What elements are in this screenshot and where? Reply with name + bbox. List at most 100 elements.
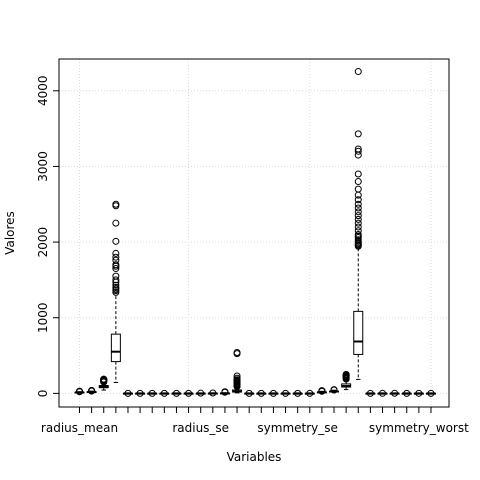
box-fractal-dimension-mean: [183, 389, 194, 397]
y-tick-label: 1000: [36, 302, 50, 333]
box-area-worst: [353, 68, 364, 380]
box-smoothness-mean: [122, 389, 133, 397]
outlier-point: [112, 249, 120, 257]
box-area-se: [232, 349, 243, 394]
box-fractal-dimension-se: [304, 389, 315, 397]
outlier-point: [294, 389, 302, 397]
outlier-point: [112, 237, 120, 245]
outlier-point: [233, 372, 241, 380]
box-layer: [74, 68, 436, 397]
box-concave-points-mean: [159, 389, 170, 397]
outlier-point: [354, 130, 362, 138]
outlier-point: [112, 256, 120, 264]
outlier-point: [269, 389, 277, 397]
outlier-point: [354, 185, 362, 193]
outlier-point: [112, 253, 120, 261]
outlier-point: [185, 389, 193, 397]
y-tick-label: 3000: [36, 151, 50, 182]
outlier-point: [136, 389, 144, 397]
box-texture-se: [207, 389, 218, 397]
outlier-point: [342, 370, 350, 378]
x-tick-label: symmetry_se: [257, 421, 338, 435]
outlier-point: [100, 375, 108, 383]
outlier-point: [354, 68, 362, 76]
outlier-point: [172, 389, 180, 397]
outlier-point: [354, 236, 362, 244]
x-tick-label: radius_se: [172, 421, 229, 435]
box-smoothness-worst: [365, 389, 376, 397]
y-tick-label: 0: [36, 390, 50, 398]
outlier-point: [197, 389, 205, 397]
outlier-point: [209, 389, 217, 397]
grid-layer: [59, 59, 449, 407]
box-concavity-mean: [147, 389, 158, 397]
outlier-point: [124, 389, 132, 397]
outlier-point: [366, 389, 374, 397]
x-axis: radius_mean radius_se symmetry_se symmetry_…: [41, 407, 469, 435]
y-axis-label: Valores: [3, 211, 17, 255]
outlier-point: [112, 261, 120, 269]
outlier-point: [354, 200, 362, 208]
outlier-point: [354, 223, 362, 231]
outlier-point: [112, 272, 120, 280]
outlier-point: [112, 276, 120, 284]
box-compactness-worst: [377, 389, 388, 397]
box-rect: [110, 333, 121, 363]
outlier-point: [354, 227, 362, 235]
outlier-point: [112, 283, 120, 291]
box-texture-mean: [86, 386, 97, 395]
box-concave-points-worst: [401, 389, 412, 397]
x-tick-label: symmetry_worst: [369, 421, 469, 435]
y-tick-label: 4000: [36, 76, 50, 107]
outlier-point: [354, 170, 362, 178]
outlier-point: [306, 389, 314, 397]
outlier-point: [88, 386, 96, 394]
box-rect: [353, 310, 364, 355]
box-smoothness-se: [244, 389, 255, 397]
outlier-point: [354, 191, 362, 199]
outlier-point: [354, 196, 362, 204]
x-axis-label: Variables: [227, 450, 282, 464]
box-concavity-se: [268, 389, 279, 397]
box-compactness-se: [256, 389, 267, 397]
box-radius-worst: [316, 387, 327, 395]
outlier-point: [112, 281, 120, 289]
outlier-point: [354, 147, 362, 155]
box-texture-worst: [329, 386, 340, 394]
box-area-mean: [110, 200, 121, 383]
outlier-point: [403, 389, 411, 397]
box-perimeter-mean: [98, 375, 109, 391]
outlier-point: [112, 265, 120, 273]
box-symmetry-worst: [413, 389, 424, 397]
outlier-point: [148, 389, 156, 397]
outlier-point: [391, 389, 399, 397]
box-perimeter-se: [219, 388, 230, 396]
outlier-point: [245, 389, 253, 397]
box-fractal-dimension-worst: [425, 389, 436, 397]
box-radius-mean: [74, 387, 85, 396]
box-symmetry-se: [292, 389, 303, 397]
outlier-point: [427, 389, 435, 397]
outlier-point: [379, 389, 386, 397]
outlier-point: [354, 145, 362, 153]
outlier-point: [160, 389, 168, 397]
box-concavity-worst: [389, 389, 400, 397]
outlier-point: [354, 212, 362, 220]
box-symmetry-mean: [171, 389, 182, 397]
box-concave-points-se: [280, 389, 291, 397]
outlier-point: [221, 388, 229, 396]
y-tick-label: 2000: [36, 227, 50, 258]
y-axis: 0 1000 2000 3000 4000: [36, 76, 59, 398]
outlier-point: [354, 219, 362, 227]
x-tick-label: radius_mean: [41, 421, 118, 435]
outlier-point: [354, 215, 362, 223]
outlier-point: [257, 389, 265, 397]
outlier-point: [354, 204, 362, 212]
outlier-point: [233, 374, 241, 382]
outlier-point: [233, 349, 241, 357]
outlier-point: [354, 231, 362, 239]
outlier-point: [112, 288, 120, 296]
outlier-point: [415, 389, 423, 397]
